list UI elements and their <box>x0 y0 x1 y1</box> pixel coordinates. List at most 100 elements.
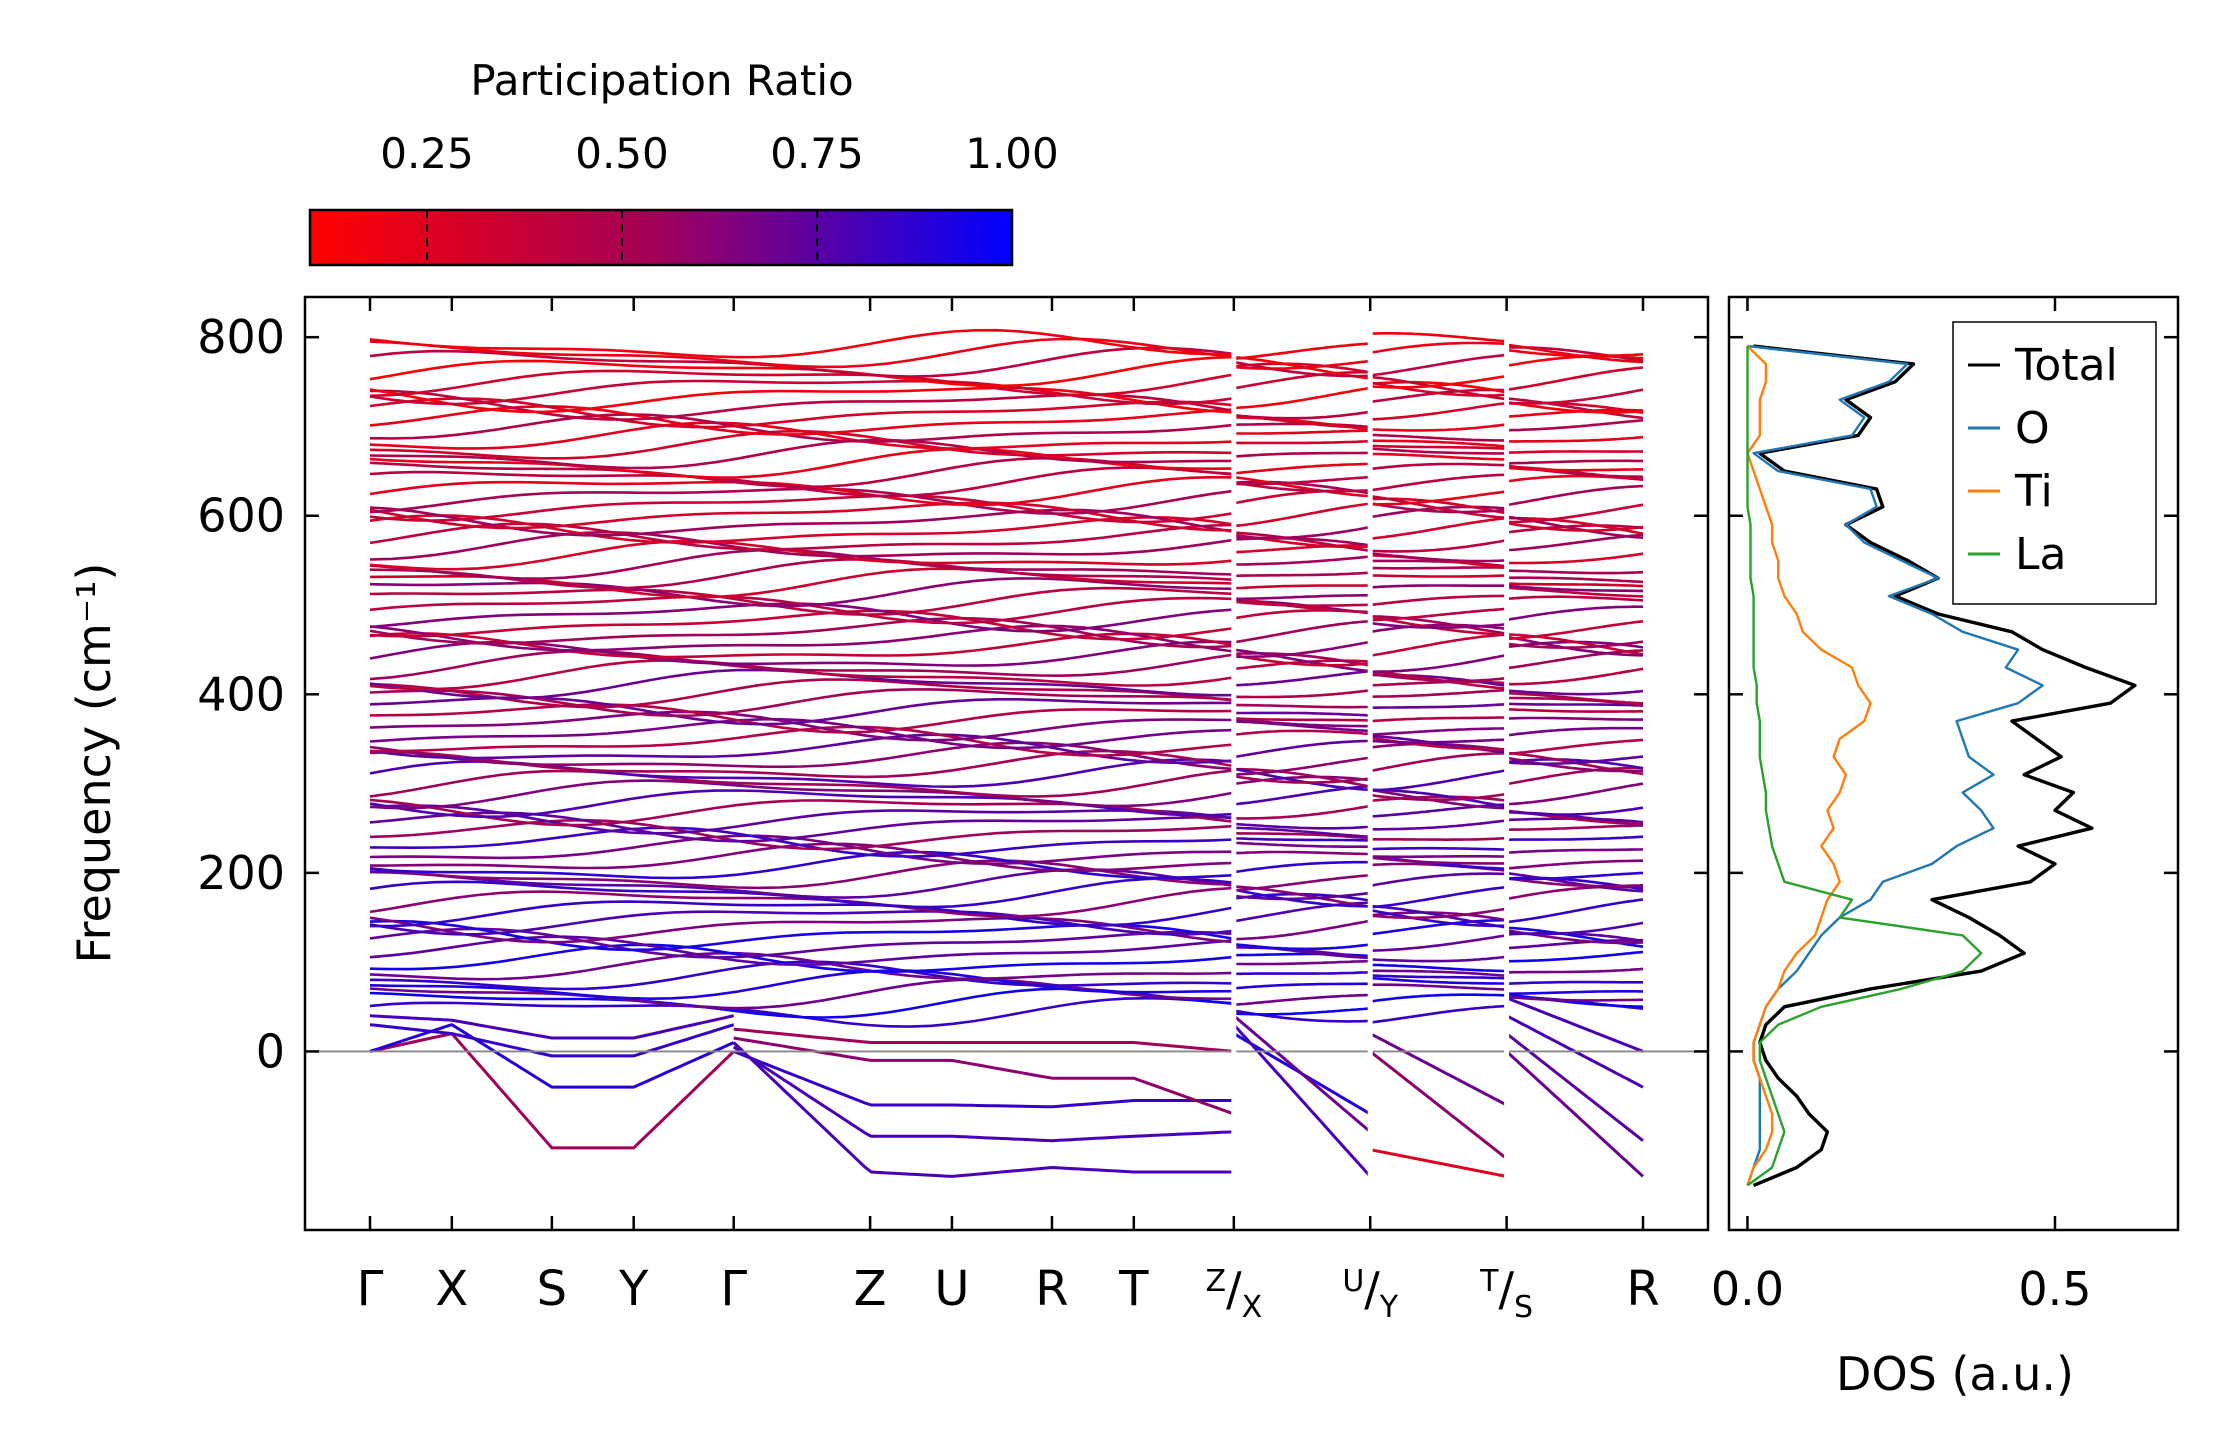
band-line <box>369 779 1235 810</box>
band-line <box>1506 552 1644 565</box>
band-line <box>1233 822 1371 830</box>
band-line <box>1233 689 1371 699</box>
band-line <box>1370 433 1507 442</box>
band-line <box>1233 888 1371 908</box>
k-label: Γ <box>357 1261 384 1317</box>
band-line <box>1233 654 1371 667</box>
band-line <box>1506 640 1644 650</box>
band-line <box>369 514 1234 544</box>
band-line <box>1370 401 1507 421</box>
band-line <box>1233 826 1371 839</box>
band-line <box>1370 846 1507 851</box>
band-line <box>369 522 1234 551</box>
soft-mode-branch <box>733 1050 1234 1109</box>
band-line <box>369 688 1234 718</box>
band-line <box>1233 720 1371 733</box>
band-line <box>1370 819 1507 831</box>
band-line <box>369 935 1234 967</box>
band-line <box>1506 620 1644 641</box>
band-line <box>1233 982 1371 990</box>
band-line <box>1370 738 1507 744</box>
band-line <box>1370 856 1507 865</box>
k-label: R <box>1035 1261 1068 1317</box>
band-line <box>1506 400 1644 414</box>
band-line <box>369 466 1234 498</box>
band-line <box>1233 891 1371 901</box>
band-line <box>1233 959 1371 966</box>
soft-mode-branch <box>1232 1023 1372 1178</box>
band-line <box>1506 755 1644 766</box>
band-line <box>369 659 1234 691</box>
band-line <box>1233 703 1371 709</box>
band-line <box>1506 348 1644 358</box>
band-line <box>1506 524 1644 534</box>
band-line <box>1370 353 1507 377</box>
band-line <box>1506 667 1644 686</box>
band-line <box>1370 976 1507 985</box>
band-line <box>1506 835 1644 841</box>
band-line <box>1506 782 1644 806</box>
dos-x-tick-label: 0.5 <box>2018 1262 2091 1316</box>
band-line <box>1233 525 1371 540</box>
soft-mode-branch <box>1369 1050 1508 1160</box>
colorbar-tick-label: 0.75 <box>770 129 864 178</box>
band-line <box>369 703 1234 734</box>
band-line <box>1233 429 1371 435</box>
band-line <box>369 438 1234 470</box>
band-line <box>1506 938 1643 950</box>
band-line <box>1233 832 1371 840</box>
dos-x-tick-label: 0.0 <box>1711 1262 1784 1316</box>
band-line <box>1233 596 1371 614</box>
k-label: Z/X <box>1206 1262 1263 1325</box>
band-line <box>369 421 1234 450</box>
band-line <box>1506 824 1643 831</box>
band-line <box>1506 584 1643 593</box>
band-line <box>1370 983 1507 991</box>
band-line <box>369 818 1234 851</box>
band-line <box>369 595 1234 625</box>
band-line <box>369 951 1234 981</box>
band-line <box>1370 566 1507 570</box>
band-line <box>1370 955 1507 963</box>
band-line <box>369 397 1234 429</box>
band-line <box>1370 539 1507 553</box>
band-line <box>1370 974 1507 980</box>
band-line <box>1370 494 1507 520</box>
band-line <box>1506 702 1644 707</box>
soft-mode-branch <box>733 1027 1234 1053</box>
band-line <box>1370 855 1507 859</box>
band-line <box>1233 475 1371 498</box>
band-line <box>1370 444 1507 450</box>
band-line <box>1506 993 1644 1008</box>
band-line <box>1506 726 1644 737</box>
band-line <box>1233 359 1371 370</box>
band-line <box>1506 484 1644 507</box>
band-line <box>1233 451 1371 458</box>
k-label: X <box>435 1261 468 1317</box>
k-label: T/S <box>1479 1262 1533 1325</box>
y-tick-label: 600 <box>197 489 285 543</box>
band-line <box>1506 503 1644 524</box>
band-line <box>1370 653 1507 673</box>
band-line <box>1370 918 1507 936</box>
band-line <box>1506 995 1643 1002</box>
soft-mode-branch <box>1369 1148 1507 1178</box>
band-line <box>1370 621 1507 629</box>
band-line <box>369 717 1234 750</box>
band-line <box>1369 872 1507 888</box>
band-line <box>1233 439 1371 445</box>
band-line <box>1370 702 1507 710</box>
band-line <box>1233 729 1371 736</box>
colorbar-label: Participation Ratio <box>470 56 853 105</box>
band-line <box>1370 439 1507 448</box>
band-line <box>369 710 1234 742</box>
band-line <box>1506 871 1644 881</box>
band-line <box>1370 716 1507 723</box>
band-line <box>1506 708 1643 713</box>
band-line <box>369 916 1234 944</box>
band-line <box>1370 836 1507 841</box>
band-line <box>1233 836 1371 842</box>
band-line <box>1370 788 1507 808</box>
band-line <box>1506 691 1644 705</box>
band-line <box>1233 873 1371 892</box>
